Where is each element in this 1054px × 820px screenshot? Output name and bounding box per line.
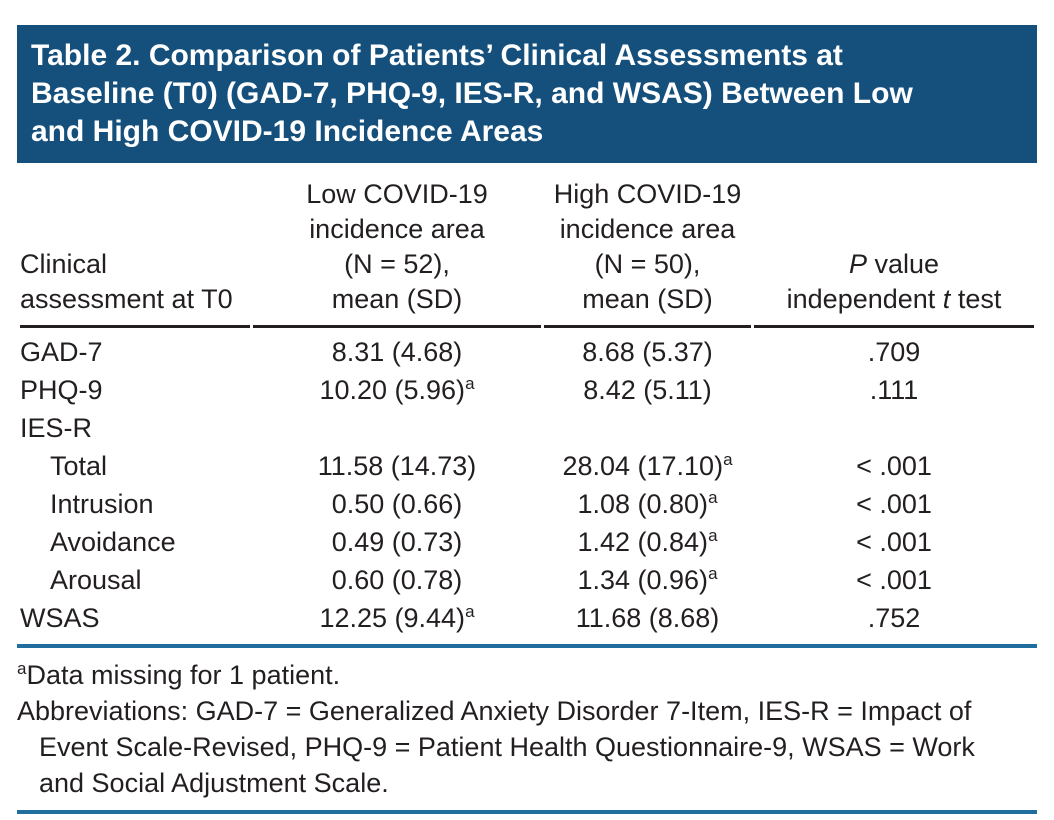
low-area-value: 0.49 (0.73)	[331, 526, 463, 557]
high-area-value: 1.42 (0.84)a	[577, 525, 718, 557]
abbreviations-note: Abbreviations: GAD-7 = Generalized Anxie…	[17, 693, 1037, 801]
footnote-marker: a	[465, 601, 475, 621]
header-high-covid-area: High COVID-19 incidence area (N = 50), m…	[544, 163, 751, 328]
footnote-marker: a	[17, 659, 27, 678]
assessment-name: WSAS	[20, 602, 100, 633]
high-area-value: 1.08 (0.80)a	[577, 487, 718, 519]
high-area-value	[544, 409, 751, 447]
header-low-covid-area: Low COVID-19 incidence area (N = 52), me…	[253, 163, 541, 328]
header-p-value: P value independent t test	[754, 163, 1034, 328]
high-area-value: 8.68 (5.37)	[582, 336, 713, 367]
table-row: PHQ-9 10.20 (5.96)a 8.42 (5.11) .111	[20, 371, 1034, 409]
high-area-value: 11.68 (8.68)	[575, 602, 720, 633]
abbreviation-line: Event Scale-Revised, PHQ-9 = Patient Hea…	[39, 732, 975, 762]
footnote-marker: a	[708, 487, 718, 507]
p-value-cell: < .001	[856, 488, 932, 519]
row-label: IES-R	[20, 409, 250, 447]
low-area-value: 0.50 (0.66)	[331, 488, 463, 519]
row-label: Total	[20, 447, 250, 485]
footnote-marker: a	[708, 563, 718, 583]
table-title: Table 2. Comparison of Patients’ Clinica…	[17, 25, 1037, 163]
table-header: Clinical assessment at T0 Low COVID-19 i…	[20, 163, 1034, 328]
table-row: Total 11.58 (14.73) 28.04 (17.10)a < .00…	[20, 447, 1034, 485]
row-label: Intrusion	[20, 485, 250, 523]
table-row: Arousal 0.60 (0.78) 1.34 (0.96)a < .001	[20, 561, 1034, 599]
assessment-name: Total	[50, 450, 108, 481]
assessment-name: Intrusion	[50, 488, 154, 519]
low-area-value	[253, 409, 541, 447]
header-clinical-assessment: Clinical assessment at T0	[20, 163, 250, 328]
footnote-marker: a	[708, 525, 718, 545]
footer-bottom-rule	[17, 810, 1037, 814]
t-test-pre: independent	[786, 284, 943, 314]
p-italic: P	[848, 249, 867, 279]
p-value-cell: < .001	[856, 450, 932, 481]
row-label: Arousal	[20, 561, 250, 599]
assessment-name: IES-R	[20, 412, 93, 443]
table-content: Table 2. Comparison of Patients’ Clinica…	[17, 0, 1037, 814]
assessment-name: GAD-7	[20, 336, 103, 367]
table-row: GAD-7 8.31 (4.68) 8.68 (5.37) .709	[20, 328, 1034, 371]
t-test-post: test	[950, 284, 1002, 314]
p-value-cell: .752	[867, 602, 921, 633]
table-bottom-rule	[17, 644, 1037, 648]
footnote-marker: a	[723, 449, 733, 469]
footnote-text: Data missing for 1 patient.	[26, 660, 341, 690]
high-area-value: 8.42 (5.11)	[583, 374, 712, 405]
assessment-name: Avoidance	[50, 526, 176, 557]
p-value-cell: < .001	[856, 564, 932, 595]
row-label: WSAS	[20, 599, 250, 637]
abbreviation-line: and Social Adjustment Scale.	[39, 768, 389, 798]
t-italic: t	[942, 284, 951, 314]
table-body: GAD-7 8.31 (4.68) 8.68 (5.37) .709 PHQ-9…	[20, 328, 1034, 637]
low-area-value: 12.25 (9.44)a	[319, 601, 475, 633]
p-value-cell: .709	[867, 336, 921, 367]
high-area-value: 1.34 (0.96)a	[577, 563, 718, 595]
assessment-name: PHQ-9	[20, 374, 103, 405]
row-label: Avoidance	[20, 523, 250, 561]
table-row: Intrusion 0.50 (0.66) 1.08 (0.80)a < .00…	[20, 485, 1034, 523]
low-area-value: 8.31 (4.68)	[331, 336, 463, 367]
high-area-value: 28.04 (17.10)a	[562, 449, 733, 481]
p-rest: value	[866, 249, 940, 279]
footnotes: aData missing for 1 patient. Abbreviatio…	[17, 648, 1037, 810]
p-value-cell	[754, 409, 1034, 447]
footnote-marker: a	[465, 373, 475, 393]
table-row: WSAS 12.25 (9.44)a 11.68 (8.68) .752	[20, 599, 1034, 637]
low-area-value: 10.20 (5.96)a	[319, 373, 475, 405]
table-row: IES-R	[20, 409, 1034, 447]
low-area-value: 11.58 (14.73)	[317, 450, 477, 481]
low-area-value: 0.60 (0.78)	[331, 564, 463, 595]
assessment-name: Arousal	[50, 564, 142, 595]
table-row: Avoidance 0.49 (0.73) 1.42 (0.84)a < .00…	[20, 523, 1034, 561]
missing-data-footnote: aData missing for 1 patient.	[17, 657, 1037, 693]
p-value-cell: < .001	[856, 526, 932, 557]
abbreviation-line: Abbreviations: GAD-7 = Generalized Anxie…	[17, 696, 972, 726]
row-label: GAD-7	[20, 328, 250, 371]
row-label: PHQ-9	[20, 371, 250, 409]
clinical-assessment-table: Clinical assessment at T0 Low COVID-19 i…	[17, 163, 1037, 637]
p-value-cell: .111	[869, 374, 919, 405]
